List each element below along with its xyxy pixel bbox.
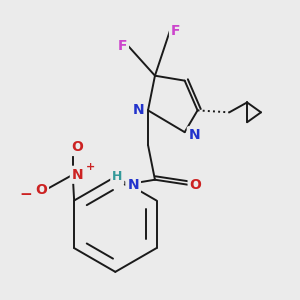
Text: N: N — [127, 178, 139, 192]
Text: −: − — [20, 187, 32, 202]
Text: F: F — [118, 39, 127, 53]
Text: N: N — [132, 103, 144, 117]
Text: O: O — [72, 140, 84, 154]
Text: F: F — [171, 24, 181, 38]
Text: N: N — [72, 168, 83, 182]
Text: +: + — [86, 162, 95, 172]
Text: H: H — [112, 170, 122, 183]
Text: O: O — [190, 178, 202, 192]
Text: O: O — [35, 183, 47, 196]
Text: N: N — [189, 128, 200, 142]
